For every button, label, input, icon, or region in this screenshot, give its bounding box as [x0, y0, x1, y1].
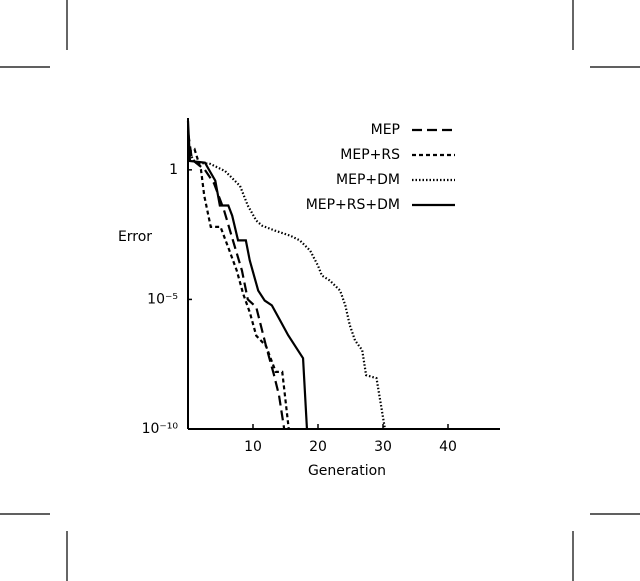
- x-axis-label: Generation: [308, 463, 386, 479]
- y-tick-label: 10⁻⁵: [147, 291, 178, 307]
- series-line: [187, 147, 290, 430]
- x-tick-label: 30: [374, 439, 392, 455]
- y-tick-label: 1: [169, 162, 178, 178]
- x-tick-label: 20: [309, 439, 327, 455]
- y-tick-label: 10⁻¹⁰: [142, 421, 179, 437]
- x-tick-label: 40: [439, 439, 457, 455]
- series-line: [186, 131, 286, 430]
- legend-label: MEP+RS+DM: [306, 197, 400, 213]
- legend-label: MEP+DM: [336, 172, 400, 188]
- series-line: [186, 121, 309, 430]
- y-axis-label: Error: [118, 229, 152, 245]
- x-tick-label: 10: [244, 439, 262, 455]
- legend-label: MEP: [371, 122, 400, 138]
- legend-label: MEP+RS: [340, 147, 400, 163]
